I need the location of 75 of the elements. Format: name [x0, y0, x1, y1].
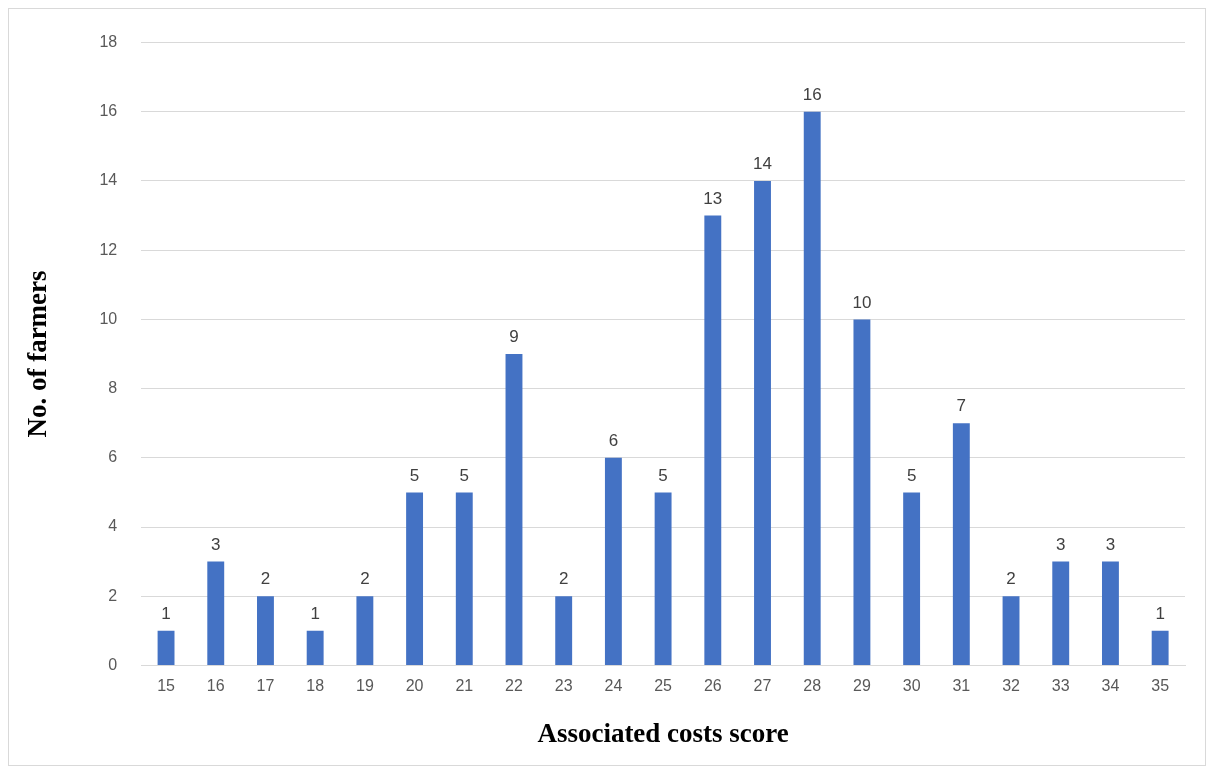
y-tick-label: 16 — [99, 102, 118, 120]
data-label: 3 — [211, 534, 221, 554]
bar — [455, 492, 473, 665]
data-label: 1 — [310, 603, 320, 623]
y-tick-label: 4 — [108, 517, 118, 535]
bar — [1002, 596, 1020, 665]
bar — [306, 630, 324, 665]
x-tick-label: 18 — [306, 677, 325, 695]
data-label: 3 — [1105, 534, 1116, 554]
x-tick-label: 27 — [753, 677, 772, 695]
data-label: 7 — [956, 396, 967, 416]
y-tick-label: 0 — [108, 655, 118, 673]
x-tick-label: 26 — [703, 677, 722, 695]
data-label: 1 — [161, 603, 171, 623]
data-label: 14 — [753, 154, 772, 174]
bar — [754, 181, 771, 665]
data-label: 16 — [802, 84, 822, 104]
data-label: 2 — [558, 569, 569, 589]
y-tick-label: 8 — [108, 379, 118, 397]
y-tick-label: 18 — [99, 33, 118, 51]
x-tick-label: 19 — [355, 677, 374, 695]
x-tick-label: 25 — [654, 677, 673, 695]
y-axis-title: No. of farmers — [22, 270, 53, 438]
data-label: 5 — [459, 465, 470, 485]
x-tick-label: 32 — [1002, 677, 1021, 695]
y-tick-label: 10 — [99, 309, 118, 327]
bar — [555, 596, 573, 665]
bar — [853, 319, 871, 665]
x-tick-label: 22 — [505, 677, 523, 695]
bar — [406, 492, 424, 665]
x-tick-label: 21 — [455, 677, 474, 695]
bar — [952, 423, 970, 665]
x-tick-label: 17 — [256, 677, 275, 695]
data-label: 9 — [509, 327, 519, 347]
data-label: 2 — [1006, 569, 1016, 589]
data-label: 13 — [703, 188, 723, 208]
bar — [257, 596, 274, 665]
bar — [654, 492, 672, 665]
data-label: 10 — [852, 292, 872, 312]
x-tick-label: 34 — [1101, 677, 1120, 695]
bar — [356, 596, 374, 665]
x-tick-label: 30 — [902, 677, 921, 695]
x-tick-label: 20 — [405, 677, 424, 695]
x-tick-label: 35 — [1151, 677, 1170, 695]
data-label: 5 — [409, 465, 420, 485]
bar — [803, 111, 821, 665]
x-tick-label: 29 — [853, 677, 871, 695]
bar — [505, 354, 523, 665]
x-tick-label: 15 — [157, 677, 176, 695]
bar — [704, 215, 722, 665]
y-tick-label: 14 — [99, 171, 118, 189]
y-tick-label: 12 — [99, 240, 118, 258]
data-label: 6 — [608, 430, 619, 450]
x-tick-label: 23 — [554, 677, 573, 695]
bar — [903, 492, 921, 665]
data-label: 3 — [1056, 534, 1066, 554]
data-label: 5 — [906, 465, 917, 485]
x-tick-label: 24 — [604, 677, 623, 695]
bar — [604, 457, 622, 665]
bar — [157, 630, 175, 665]
x-tick-label: 16 — [206, 677, 225, 695]
data-label: 2 — [360, 569, 370, 589]
bar — [1052, 561, 1070, 665]
bar — [1151, 630, 1169, 665]
data-label: 5 — [658, 465, 668, 485]
y-tick-label: 2 — [108, 586, 118, 604]
y-tick-label: 6 — [108, 448, 118, 466]
x-tick-label: 33 — [1051, 677, 1070, 695]
bar — [207, 561, 225, 665]
x-tick-label: 28 — [803, 677, 822, 695]
data-label: 1 — [1155, 603, 1165, 623]
data-label: 2 — [260, 569, 271, 589]
x-axis-title: Associated costs score — [537, 717, 789, 748]
x-tick-label: 31 — [952, 677, 971, 695]
bar — [1101, 561, 1119, 665]
